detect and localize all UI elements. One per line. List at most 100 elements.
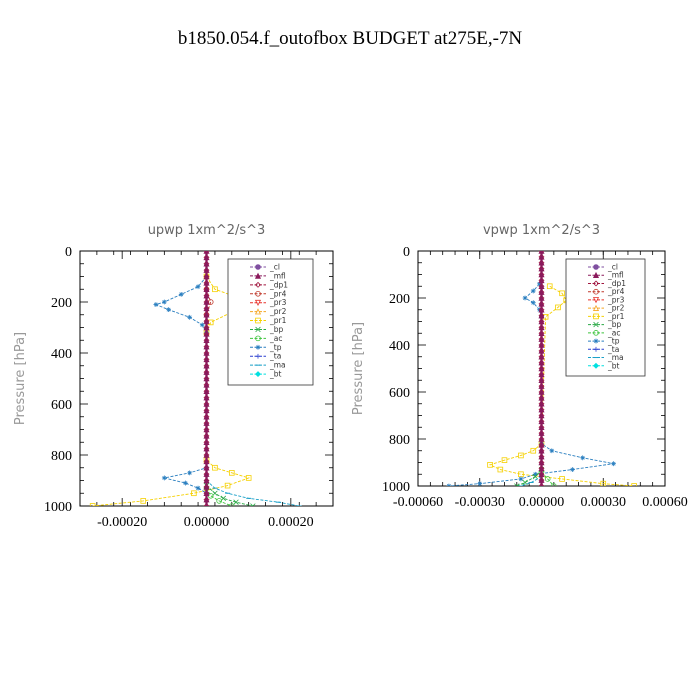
series-point-mfl [203, 324, 210, 331]
x-tick-label: 0.00020 [268, 515, 314, 530]
panel-title: upwp 1xm^2/s^3 [148, 223, 266, 238]
series-point-mfl [203, 458, 210, 465]
series-point-mfl [538, 394, 545, 401]
legend-marker [255, 371, 261, 378]
y-tick-label: 200 [51, 296, 72, 311]
series-point-mfl [538, 324, 545, 331]
series-point-mfl [538, 441, 545, 448]
series-point-mfl [538, 388, 545, 395]
series-point-mfl [203, 445, 210, 452]
series-point-mfl [203, 298, 210, 305]
series-line-ac [541, 471, 555, 486]
series-point-mfl [538, 251, 545, 254]
legend-label: _bp [269, 325, 284, 334]
legend-label: _tp [269, 343, 282, 352]
series-point-mfl [203, 381, 210, 388]
legend-marker [255, 326, 261, 333]
series-point-dp1 [203, 503, 210, 506]
series-point-mfl [538, 423, 545, 431]
chart-panel-1: upwp 1xm^2/s^3 Pressure [hPa] 0 200 400 600 80… [13, 223, 334, 530]
series-point-mfl [538, 306, 545, 313]
series-line-pr1 [488, 285, 635, 486]
series-point-pr1 [228, 470, 235, 476]
series-point-pr1 [555, 304, 561, 311]
series-point-mfl [203, 336, 210, 344]
legend-label: _dp1 [607, 279, 626, 288]
legend-marker [593, 280, 599, 287]
legend-label: _ac [269, 334, 282, 343]
x-tick-label: 0.00000 [184, 515, 230, 530]
series-point-mfl [203, 254, 210, 261]
legend-label: _mfl [607, 271, 624, 280]
legend-box [565, 258, 646, 377]
legend-label: _ma [269, 361, 286, 370]
y-tick-label: 600 [389, 386, 410, 401]
legend-label: _cl [607, 263, 618, 272]
y-tick-label: 0 [65, 245, 72, 260]
series-point-mfl [538, 400, 545, 407]
series-point-dp1 [538, 483, 545, 486]
series-point-mfl [203, 407, 210, 414]
series-point-mfl [538, 335, 545, 342]
series-point-mfl [538, 476, 545, 483]
series-point-tp [518, 476, 524, 482]
series-point-pr1 [487, 462, 493, 468]
figure-title: b1850.054.f_outofbox BUDGET at275E,-7N [178, 28, 523, 49]
series-point-tp [446, 483, 452, 486]
legend-marker [593, 338, 599, 344]
series-point-mfl [203, 368, 210, 375]
x-tick-label: 0.00060 [642, 495, 688, 510]
series-point-mfl [203, 426, 210, 433]
legend-label: _pr1 [607, 312, 625, 321]
series-point-mfl [203, 343, 210, 350]
series-point-tp [569, 467, 575, 472]
series-point-ac [229, 503, 235, 506]
legend-label: _ma [607, 353, 624, 362]
legend-label: _pr2 [607, 304, 625, 313]
series-point-bp [250, 503, 256, 506]
series-point-pr1 [140, 498, 147, 504]
series-point-mfl [203, 251, 210, 254]
series-point-ac [551, 483, 557, 486]
legend-marker [255, 281, 261, 288]
series-point-pr1 [518, 452, 524, 459]
series-point-tp [187, 314, 193, 320]
legend-marker [593, 288, 599, 295]
legend-label: _mfl [269, 271, 286, 280]
series-point-mfl [203, 349, 210, 356]
x-tick-label: -0.00030 [455, 495, 505, 510]
series-point-mfl [538, 253, 545, 260]
series-point-mfl [203, 413, 210, 420]
series-point-pr1 [546, 283, 553, 290]
series-point-bp [532, 473, 539, 480]
legend-marker [592, 297, 600, 304]
series-point-tp [178, 291, 184, 297]
legend-marker [254, 299, 262, 306]
y-tick-label: 200 [389, 292, 410, 307]
panels: upwp 1xm^2/s^3 Pressure [hPa] 0 200 400 600 80… [13, 223, 688, 530]
legend-marker [255, 317, 261, 324]
series-point-mfl [203, 419, 210, 426]
series-point-pr1 [212, 286, 218, 293]
y-tick-label: 1000 [44, 500, 72, 515]
series-point-mfl [203, 432, 210, 439]
legend-label: _tp [607, 337, 620, 346]
series-group [446, 251, 637, 486]
series-point-mfl [203, 489, 210, 497]
series-point-mfl [538, 459, 545, 466]
series-point-mfl [538, 282, 545, 290]
legend-marker [593, 321, 599, 328]
legend-marker [255, 290, 261, 297]
series-point-tp [611, 461, 616, 467]
series-point-mfl [203, 362, 210, 369]
series-point-mfl [538, 277, 545, 284]
series-point-mfl [538, 406, 545, 413]
legend: _cl_mfl_dp1_pr4_pr3_pr2_pr1_bp_ac_tp_ta_… [565, 258, 646, 377]
series-point-pr1 [530, 447, 537, 454]
series-group [89, 251, 302, 506]
series-point-mfl [539, 482, 544, 486]
legend-marker [255, 353, 261, 359]
legend-label: _dp1 [269, 280, 288, 289]
legend-box [227, 258, 314, 386]
